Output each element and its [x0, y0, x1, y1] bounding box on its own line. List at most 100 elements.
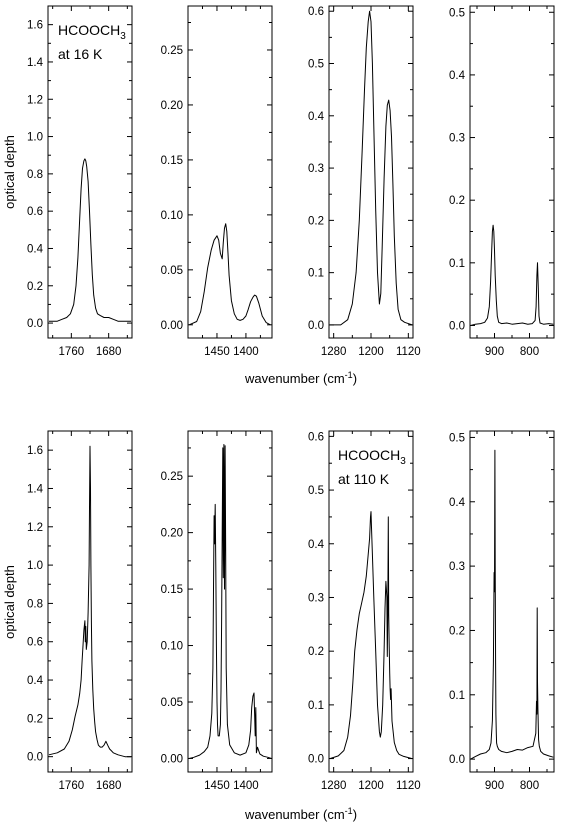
x-tick-label: 1280	[321, 346, 347, 358]
y-tick-label: 0.20	[161, 100, 183, 112]
x-tick-label: 1760	[59, 346, 85, 358]
y-tick-label: 0.4	[449, 497, 466, 509]
x-axis-label-text: wavenumber (cm	[244, 371, 345, 386]
x-axis-label-close: )	[353, 807, 357, 822]
panel-frame	[328, 5, 414, 339]
y-tick-label: 0.8	[27, 169, 43, 181]
y-tick-label: 0.5	[308, 59, 324, 71]
spectrum-line	[48, 158, 132, 322]
x-tick-label: 1400	[233, 346, 259, 358]
y-tick-label: 0.6	[27, 206, 43, 218]
x-axis-label-text: wavenumber (cm	[244, 807, 345, 822]
y-tick-label: 0.1	[308, 700, 324, 712]
y-tick-label: 0.0	[308, 754, 324, 766]
y-tick-label: 0.10	[161, 210, 183, 222]
y-tick-label: 0.2	[27, 713, 43, 725]
y-tick-label: 0.25	[161, 471, 183, 483]
y-tick-label: 0.4	[27, 243, 44, 255]
y-tick-label: 0.2	[449, 195, 465, 207]
y-tick-label: 1.6	[27, 445, 43, 457]
y-tick-label: 1.6	[27, 20, 43, 32]
spectrum-line	[48, 445, 132, 758]
panel-frame	[469, 5, 555, 339]
x-tick-label: 1450	[204, 780, 230, 792]
y-tick-label: 0.2	[449, 625, 465, 637]
x-tick-label: 1680	[96, 780, 122, 792]
y-tick-label: 1.2	[27, 94, 43, 106]
y-tick-label: 0.3	[308, 163, 324, 175]
panel-frame	[469, 430, 555, 773]
x-tick-label: 1200	[358, 780, 384, 792]
sample-formula: HCOOCH	[58, 22, 120, 38]
x-tick-label: 900	[485, 346, 504, 358]
y-tick-label: 1.2	[27, 522, 43, 534]
y-axis-label: optical depth	[2, 565, 17, 639]
y-tick-label: 0.5	[449, 432, 465, 444]
y-tick-label: 0.20	[161, 528, 183, 540]
y-tick-label: 0.0	[27, 752, 43, 764]
y-tick-label: 0.25	[161, 45, 183, 57]
spectrum-panel-1: 0.0 0.2 0.4 0.6 0.8 1.0 1.2 1.4 1.6 1760 1680	[27, 5, 133, 358]
x-tick-label: 800	[520, 346, 539, 358]
y-tick-label: 0.0	[27, 318, 43, 330]
spectrum-line	[470, 449, 554, 760]
y-tick-label: 0.1	[308, 268, 324, 280]
spectrum-line	[329, 10, 413, 326]
spectrum-panel-1: 0.0 0.2 0.4 0.6 0.8 1.0 1.2 1.4 1.6 1760 1680	[27, 430, 133, 792]
y-tick-label: 1.4	[27, 483, 44, 495]
y-tick-label: 0.1	[449, 258, 465, 270]
y-tick-label: 0.4	[308, 111, 325, 123]
sample-formula-subscript: 3	[120, 31, 126, 42]
y-tick-label: 0.15	[161, 155, 183, 167]
spectrum-panel-2: 0.00 0.05 0.10 0.15 0.20 0.25 1450 1400	[161, 430, 273, 792]
y-tick-label: 0.2	[27, 281, 43, 293]
spectrum-line	[189, 444, 272, 759]
y-tick-label: 0.05	[161, 265, 183, 277]
spectrum-panel-3: 0.0 0.1 0.2 0.3 0.4 0.5 0.6 1280 1200 1120	[308, 430, 421, 792]
y-tick-label: 1.4	[27, 57, 44, 69]
sample-annotation: HCOOCH3	[58, 22, 126, 42]
y-tick-label: 0.15	[161, 584, 183, 596]
x-tick-label: 1680	[96, 346, 122, 358]
sample-annotation: HCOOCH3	[338, 447, 406, 467]
panel-frame	[187, 430, 273, 773]
x-tick-label: 1760	[59, 780, 85, 792]
spectrum-panel-4: 0.0 0.1 0.2 0.3 0.4 0.5 900 800	[449, 430, 555, 792]
y-tick-label: 0.6	[308, 6, 324, 18]
spectrum-line	[470, 224, 554, 326]
x-tick-label: 1200	[358, 346, 384, 358]
y-tick-label: 0.2	[308, 646, 324, 658]
y-tick-label: 0.6	[27, 637, 43, 649]
x-axis-label-close: )	[353, 371, 357, 386]
y-tick-label: 0.8	[27, 598, 43, 610]
panel-frame	[187, 5, 273, 339]
y-tick-label: 0.3	[449, 561, 465, 573]
x-axis-label-sup: -1	[345, 806, 353, 816]
spectrum-panel-2: 0.00 0.05 0.10 0.15 0.20 0.25 1450 1400	[161, 5, 273, 358]
sample-formula: HCOOCH	[338, 447, 400, 463]
y-tick-label: 0.00	[161, 753, 183, 765]
spectrum-panel-4: 0.0 0.1 0.2 0.3 0.4 0.5 900 800	[449, 5, 555, 358]
x-axis-label: wavenumber (cm-1)	[244, 806, 357, 822]
y-tick-label: 0.00	[161, 320, 183, 332]
y-tick-label: 0.4	[27, 675, 44, 687]
x-tick-label: 1400	[233, 780, 259, 792]
y-tick-label: 0.5	[449, 7, 465, 19]
x-axis-label: wavenumber (cm-1)	[244, 370, 357, 386]
y-tick-label: 0.4	[308, 539, 325, 551]
y-tick-label: 0.2	[308, 215, 324, 227]
x-tick-label: 900	[485, 780, 504, 792]
y-tick-label: 0.0	[449, 320, 465, 332]
y-tick-label: 1.0	[27, 560, 43, 572]
y-tick-label: 0.10	[161, 641, 183, 653]
bottom-row-110K: 0.0 0.2 0.4 0.6 0.8 1.0 1.2 1.4 1.6 1760 1680 0.00 0…	[2, 430, 555, 822]
y-tick-label: 0.3	[449, 133, 465, 145]
y-axis-label: optical depth	[2, 135, 17, 209]
x-tick-label: 1450	[204, 346, 230, 358]
spectrum-line	[188, 223, 271, 326]
temperature-annotation: at 110 K	[338, 471, 390, 487]
x-tick-label: 800	[520, 780, 539, 792]
sample-formula-subscript: 3	[400, 456, 406, 467]
x-axis-label-sup: -1	[345, 370, 353, 380]
